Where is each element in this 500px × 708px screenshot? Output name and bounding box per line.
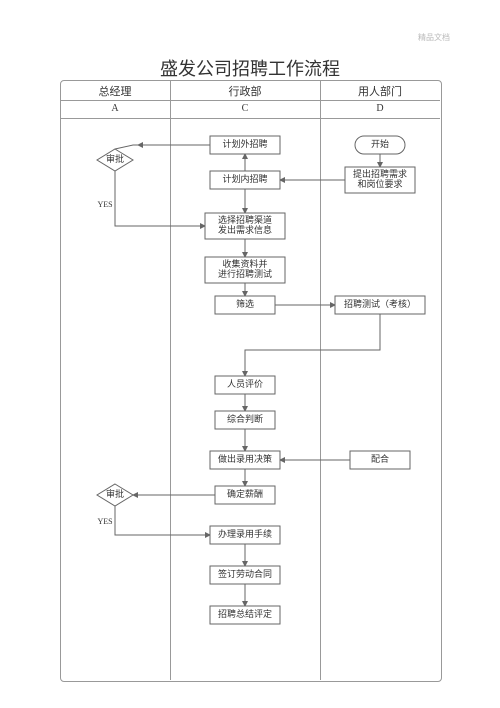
node-label-summary: 招聘总结评定 [218, 608, 272, 619]
flowchart-svg: 开始提出招聘需求和岗位要求计划外招聘计划内招聘审批YES选择招聘渠道发出需求信息… [60, 80, 440, 680]
node-label-approve2: 审批 [106, 488, 124, 499]
node-label-start: 开始 [371, 138, 389, 149]
node-label-channel: 选择招聘渠道 [218, 214, 272, 225]
node-label-req: 提出招聘需求 [353, 168, 407, 179]
node-label-decide: 做出录用决策 [218, 453, 272, 464]
node-label-coop: 配合 [371, 453, 389, 464]
node-label-filter: 筛选 [236, 298, 254, 309]
edge [115, 145, 210, 149]
node-label-channel: 发出需求信息 [218, 224, 272, 235]
page: 精品文档 盛发公司招聘工作流程 总经理 行政部 用人部门 A C D 开始提出招… [0, 0, 500, 708]
page-title: 盛发公司招聘工作流程 [0, 55, 500, 81]
node-label-collect: 进行招聘测试 [218, 268, 272, 279]
label-yes1: YES [97, 200, 112, 209]
edge [245, 314, 380, 376]
node-label-eval: 人员评价 [227, 379, 263, 389]
node-label-judge: 综合判断 [227, 413, 263, 424]
node-label-internal: 计划内招聘 [222, 173, 267, 184]
watermark: 精品文档 [418, 32, 450, 43]
node-label-approve1: 审批 [106, 153, 124, 164]
edge [115, 171, 205, 226]
label-yes2: YES [97, 517, 112, 526]
node-label-test: 招聘测试（考核） [344, 298, 416, 309]
node-label-collect: 收集资料并 [222, 258, 267, 269]
node-label-req: 和岗位要求 [357, 178, 402, 189]
edge [115, 506, 210, 535]
node-label-salary: 确定薪酬 [227, 488, 263, 499]
node-label-proc: 办理录用手续 [218, 528, 272, 539]
node-label-external: 计划外招聘 [222, 138, 267, 149]
flowchart-frame: 总经理 行政部 用人部门 A C D 开始提出招聘需求和岗位要求计划外招聘计划内… [60, 80, 440, 680]
node-label-contract: 签订劳动合同 [218, 568, 272, 579]
